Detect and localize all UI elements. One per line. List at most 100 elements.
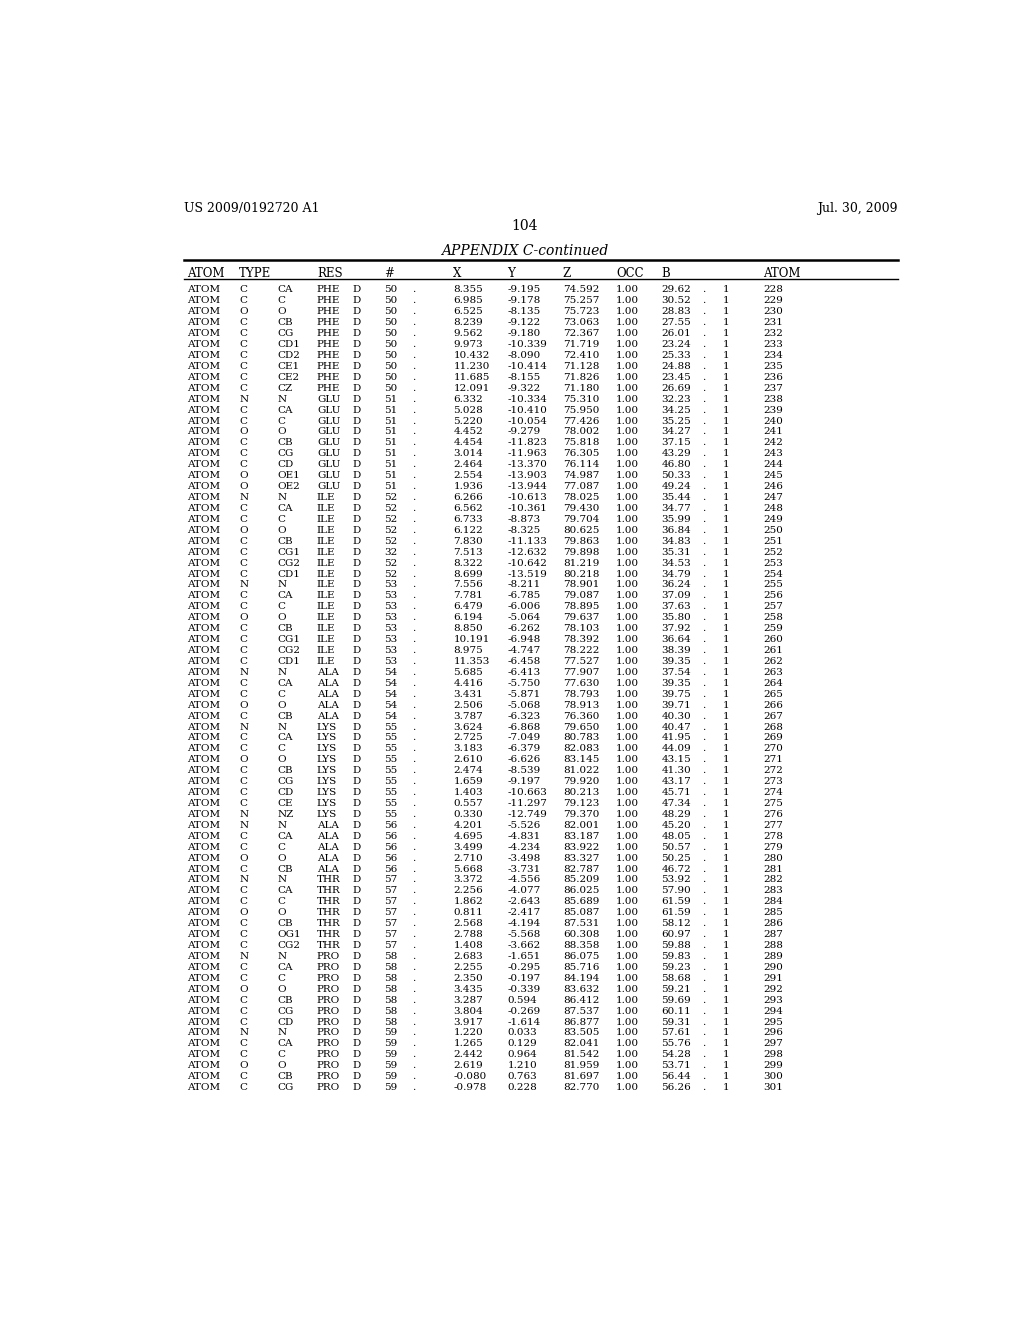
Text: -13.903: -13.903 — [507, 471, 547, 480]
Text: C: C — [240, 558, 247, 568]
Text: 1: 1 — [723, 308, 730, 317]
Text: -12.632: -12.632 — [507, 548, 547, 557]
Text: 1.00: 1.00 — [616, 515, 639, 524]
Text: 8.699: 8.699 — [454, 569, 483, 578]
Text: .: . — [701, 591, 705, 601]
Text: C: C — [240, 329, 247, 338]
Text: .: . — [701, 329, 705, 338]
Text: .: . — [412, 537, 416, 545]
Text: D: D — [352, 985, 360, 994]
Text: 1.00: 1.00 — [616, 614, 639, 622]
Text: 248: 248 — [763, 504, 782, 513]
Text: 39.71: 39.71 — [662, 701, 691, 710]
Text: 48.29: 48.29 — [662, 810, 691, 818]
Text: 1.00: 1.00 — [616, 285, 639, 294]
Text: .: . — [701, 821, 705, 830]
Text: D: D — [352, 351, 360, 360]
Text: 1: 1 — [723, 668, 730, 677]
Text: D: D — [352, 962, 360, 972]
Text: .: . — [412, 931, 416, 939]
Text: 51: 51 — [384, 482, 397, 491]
Text: 230: 230 — [763, 308, 782, 317]
Text: 80.218: 80.218 — [563, 569, 599, 578]
Text: 36.24: 36.24 — [662, 581, 691, 590]
Text: 76.305: 76.305 — [563, 449, 599, 458]
Text: C: C — [240, 842, 247, 851]
Text: 80.783: 80.783 — [563, 734, 599, 742]
Text: N: N — [240, 875, 248, 884]
Text: THR: THR — [316, 919, 341, 928]
Text: 57: 57 — [384, 919, 397, 928]
Text: D: D — [352, 1028, 360, 1038]
Text: 54: 54 — [384, 678, 397, 688]
Text: 1: 1 — [723, 887, 730, 895]
Text: -3.662: -3.662 — [507, 941, 541, 950]
Text: .: . — [701, 471, 705, 480]
Text: .: . — [701, 875, 705, 884]
Text: 51: 51 — [384, 405, 397, 414]
Text: CB: CB — [278, 537, 293, 545]
Text: 1: 1 — [723, 591, 730, 601]
Text: 50: 50 — [384, 308, 397, 317]
Text: 35.99: 35.99 — [662, 515, 691, 524]
Text: 1.00: 1.00 — [616, 548, 639, 557]
Text: D: D — [352, 624, 360, 634]
Text: -6.948: -6.948 — [507, 635, 541, 644]
Text: .: . — [412, 635, 416, 644]
Text: ATOM: ATOM — [187, 832, 220, 841]
Text: CA: CA — [278, 832, 293, 841]
Text: 56: 56 — [384, 854, 397, 862]
Text: O: O — [240, 701, 248, 710]
Text: D: D — [352, 438, 360, 447]
Text: PRO: PRO — [316, 1007, 340, 1015]
Text: 26.69: 26.69 — [662, 384, 691, 393]
Text: 1: 1 — [723, 1007, 730, 1015]
Text: 11.685: 11.685 — [454, 372, 489, 381]
Text: 29.62: 29.62 — [662, 285, 691, 294]
Text: LYS: LYS — [316, 744, 337, 754]
Text: N: N — [240, 821, 248, 830]
Text: 72.367: 72.367 — [563, 329, 599, 338]
Text: .: . — [701, 635, 705, 644]
Text: -8.325: -8.325 — [507, 525, 541, 535]
Text: ILE: ILE — [316, 548, 336, 557]
Text: -10.642: -10.642 — [507, 558, 547, 568]
Text: PHE: PHE — [316, 297, 340, 305]
Text: N: N — [278, 581, 287, 590]
Text: ATOM: ATOM — [187, 558, 220, 568]
Text: ATOM: ATOM — [187, 701, 220, 710]
Text: .: . — [412, 865, 416, 874]
Text: 264: 264 — [763, 678, 782, 688]
Text: LYS: LYS — [316, 755, 337, 764]
Text: .: . — [412, 548, 416, 557]
Text: 9.973: 9.973 — [454, 341, 483, 348]
Text: 0.129: 0.129 — [507, 1039, 538, 1048]
Text: 55: 55 — [384, 777, 397, 787]
Text: ATOM: ATOM — [187, 1028, 220, 1038]
Text: O: O — [240, 908, 248, 917]
Text: 286: 286 — [763, 919, 782, 928]
Text: .: . — [701, 722, 705, 731]
Text: C: C — [240, 1084, 247, 1092]
Text: 1.403: 1.403 — [454, 788, 483, 797]
Text: 1.00: 1.00 — [616, 1051, 639, 1059]
Text: 1.00: 1.00 — [616, 318, 639, 327]
Text: 5.685: 5.685 — [454, 668, 483, 677]
Text: CG1: CG1 — [278, 635, 300, 644]
Text: 1: 1 — [723, 908, 730, 917]
Text: ATOM: ATOM — [187, 624, 220, 634]
Text: -8.873: -8.873 — [507, 515, 541, 524]
Text: 80.625: 80.625 — [563, 525, 599, 535]
Text: LYS: LYS — [316, 810, 337, 818]
Text: 8.239: 8.239 — [454, 318, 483, 327]
Text: .: . — [701, 668, 705, 677]
Text: CA: CA — [278, 504, 293, 513]
Text: 1.00: 1.00 — [616, 351, 639, 360]
Text: 3.435: 3.435 — [454, 985, 483, 994]
Text: .: . — [701, 504, 705, 513]
Text: 271: 271 — [763, 755, 782, 764]
Text: 50: 50 — [384, 329, 397, 338]
Text: .: . — [701, 734, 705, 742]
Text: .: . — [701, 941, 705, 950]
Text: 1: 1 — [723, 602, 730, 611]
